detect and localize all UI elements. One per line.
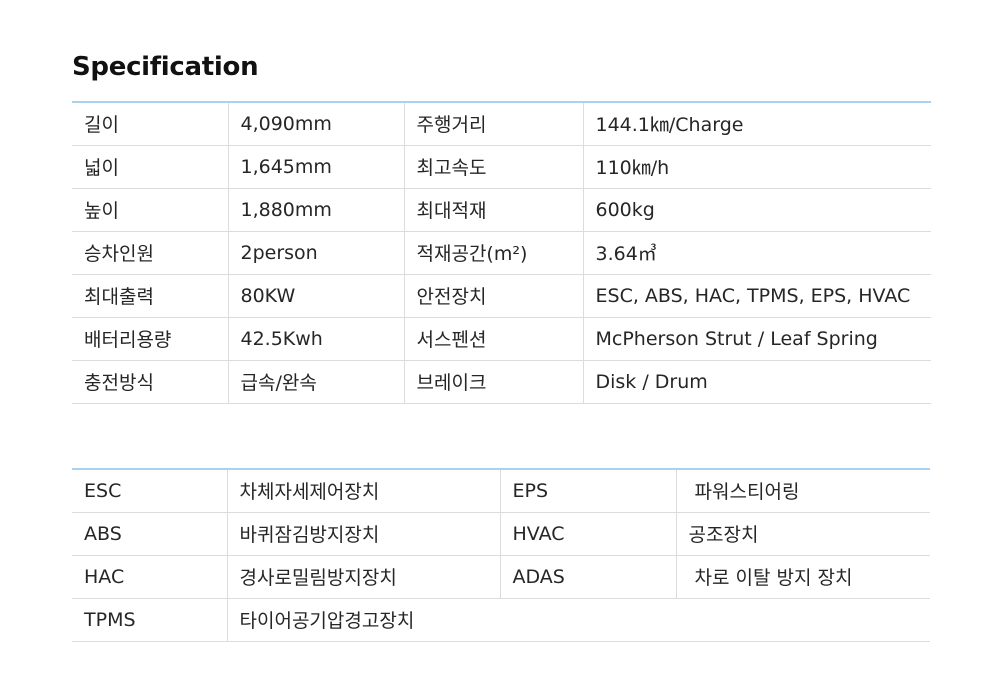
spec-value: 80KW bbox=[227, 274, 404, 318]
table-row: TPMS 타이어공기압경고장치 bbox=[72, 598, 930, 642]
spec-label: 브레이크 bbox=[403, 360, 583, 404]
spec-value: 1,880mm bbox=[227, 188, 404, 232]
abbr-term: HVAC bbox=[499, 512, 676, 556]
table-row: 충전방식 급속/완속 브레이크 Disk / Drum bbox=[72, 360, 931, 404]
spec-value: McPherson Strut / Leaf Spring bbox=[582, 317, 931, 361]
table-row: ABS 바퀴잠김방지장치 HVAC 공조장치 bbox=[72, 512, 930, 556]
spec-label: 주행거리 bbox=[403, 101, 583, 146]
table-row: 최대출력 80KW 안전장치 ESC, ABS, HAC, TPMS, EPS,… bbox=[72, 274, 931, 318]
abbr-description: 타이어공기압경고장치 bbox=[226, 598, 930, 642]
spec-value: 1,645mm bbox=[227, 145, 404, 189]
table-row: 넓이 1,645mm 최고속도 110㎞/h bbox=[72, 145, 931, 189]
spec-label: 승차인원 bbox=[72, 231, 228, 275]
spec-value: 110㎞/h bbox=[582, 145, 931, 189]
abbr-description: 공조장치 bbox=[675, 512, 930, 556]
abbr-term: EPS bbox=[499, 468, 676, 513]
abbr-term: HAC bbox=[72, 555, 227, 599]
spec-label: 최대적재 bbox=[403, 188, 583, 232]
spec-value: 42.5Kwh bbox=[227, 317, 404, 361]
spec-value: ESC, ABS, HAC, TPMS, EPS, HVAC bbox=[582, 274, 931, 318]
spec-value: Disk / Drum bbox=[582, 360, 931, 404]
spec-label: 적재공간(m²) bbox=[403, 231, 583, 275]
specification-table: 길이 4,090mm 주행거리 144.1㎞/Charge 넓이 1,645mm… bbox=[72, 101, 931, 404]
table-row: 승차인원 2person 적재공간(m²) 3.64㎥ bbox=[72, 231, 931, 275]
spec-label: 안전장치 bbox=[403, 274, 583, 318]
abbr-term: ABS bbox=[72, 512, 227, 556]
spec-value: 144.1㎞/Charge bbox=[582, 101, 931, 146]
spec-label: 최고속도 bbox=[403, 145, 583, 189]
spec-label: 길이 bbox=[72, 101, 228, 146]
abbr-description: 바퀴잠김방지장치 bbox=[226, 512, 500, 556]
table-row: 높이 1,880mm 최대적재 600kg bbox=[72, 188, 931, 232]
abbr-description: 차로 이탈 방지 장치 bbox=[675, 555, 930, 599]
spec-label: 최대출력 bbox=[72, 274, 228, 318]
spec-label: 충전방식 bbox=[72, 360, 228, 404]
spec-label: 넓이 bbox=[72, 145, 228, 189]
spec-value: 급속/완속 bbox=[227, 360, 404, 404]
abbr-term: ESC bbox=[72, 468, 227, 513]
abbr-description: 경사로밀림방지장치 bbox=[226, 555, 500, 599]
spec-label: 높이 bbox=[72, 188, 228, 232]
table-row: HAC 경사로밀림방지장치 ADAS 차로 이탈 방지 장치 bbox=[72, 555, 930, 599]
spec-label: 배터리용량 bbox=[72, 317, 228, 361]
abbr-term: ADAS bbox=[499, 555, 676, 599]
abbr-term: TPMS bbox=[72, 598, 227, 642]
spec-value: 4,090mm bbox=[227, 101, 404, 146]
table-row: ESC 차체자세제어장치 EPS 파워스티어링 bbox=[72, 468, 930, 513]
page-title: Specification bbox=[72, 52, 259, 82]
table-row: 배터리용량 42.5Kwh 서스펜션 McPherson Strut / Lea… bbox=[72, 317, 931, 361]
spec-value: 2person bbox=[227, 231, 404, 275]
abbr-description: 차체자세제어장치 bbox=[226, 468, 500, 513]
abbreviation-table: ESC 차체자세제어장치 EPS 파워스티어링 ABS 바퀴잠김방지장치 HVA… bbox=[72, 468, 930, 642]
spec-value: 600kg bbox=[582, 188, 931, 232]
spec-label: 서스펜션 bbox=[403, 317, 583, 361]
abbr-description: 파워스티어링 bbox=[675, 468, 930, 513]
table-row: 길이 4,090mm 주행거리 144.1㎞/Charge bbox=[72, 101, 931, 146]
spec-value: 3.64㎥ bbox=[582, 231, 931, 275]
